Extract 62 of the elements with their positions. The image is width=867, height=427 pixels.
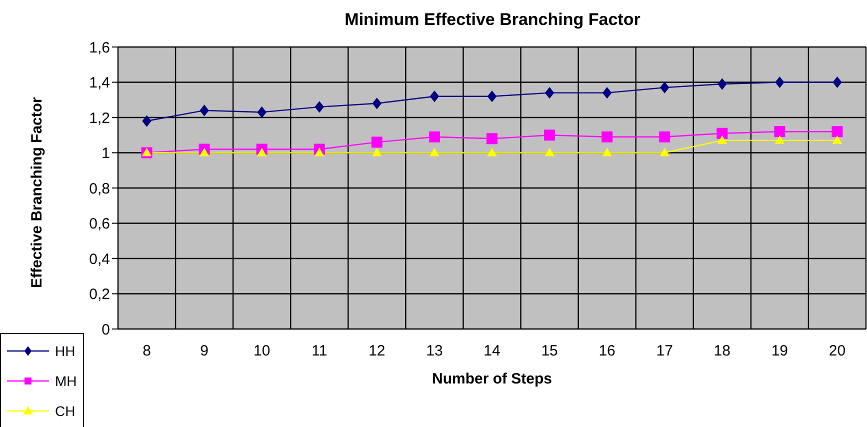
point bbox=[428, 131, 440, 142]
point bbox=[718, 78, 727, 90]
point bbox=[545, 87, 554, 98]
point bbox=[371, 136, 382, 148]
y-tick-label: 0,2 bbox=[89, 286, 110, 304]
point bbox=[832, 126, 843, 138]
x-tick-label: 10 bbox=[254, 342, 270, 360]
y-tick-label: 0,8 bbox=[89, 180, 110, 198]
point bbox=[314, 101, 324, 112]
point bbox=[430, 148, 439, 156]
point bbox=[372, 98, 382, 109]
x-tick-label: 17 bbox=[656, 342, 673, 360]
point bbox=[716, 128, 728, 139]
y-tick-label: 0,6 bbox=[89, 216, 110, 233]
point bbox=[660, 148, 670, 156]
x-tick-label: 18 bbox=[714, 342, 730, 360]
x-tick-label: 15 bbox=[541, 342, 558, 360]
point bbox=[372, 148, 382, 156]
legend-label: CH bbox=[55, 403, 76, 419]
y-tick-label: 0 bbox=[102, 321, 110, 338]
point bbox=[488, 90, 496, 102]
point bbox=[718, 136, 727, 144]
point bbox=[142, 116, 152, 127]
point bbox=[775, 76, 784, 88]
point bbox=[486, 133, 498, 144]
point bbox=[602, 131, 613, 142]
point bbox=[832, 136, 842, 144]
x-tick-label: 19 bbox=[771, 342, 788, 360]
y-tick-label: 1,2 bbox=[89, 110, 110, 127]
y-tick-label: 1,4 bbox=[89, 74, 110, 92]
y-tick-label: 1,6 bbox=[89, 39, 110, 56]
y-tick-label: 0,4 bbox=[89, 250, 110, 268]
point bbox=[602, 87, 612, 98]
x-tick-label: 12 bbox=[368, 342, 386, 360]
point bbox=[602, 148, 612, 156]
point bbox=[488, 148, 496, 156]
x-tick-label: 13 bbox=[426, 342, 443, 360]
y-tick-label: 1 bbox=[102, 145, 110, 162]
point bbox=[545, 148, 554, 156]
point bbox=[200, 104, 209, 116]
point bbox=[257, 148, 266, 156]
point bbox=[430, 90, 439, 102]
x-tick-label: 9 bbox=[200, 342, 208, 360]
point bbox=[200, 148, 209, 156]
x-tick-label: 20 bbox=[828, 342, 846, 360]
point bbox=[257, 106, 266, 118]
x-tick-label: 16 bbox=[598, 342, 616, 360]
point bbox=[314, 148, 324, 156]
legend-label: MH bbox=[55, 373, 77, 389]
point bbox=[660, 82, 670, 94]
x-tick-label: 14 bbox=[484, 342, 500, 360]
x-tick-label: 11 bbox=[312, 342, 328, 360]
point bbox=[775, 136, 784, 144]
x-axis-title: Number of Steps bbox=[432, 370, 552, 388]
point bbox=[832, 76, 842, 88]
legend-label: HH bbox=[55, 343, 76, 359]
x-tick-label: 8 bbox=[142, 342, 151, 360]
y-axis-title: Effective Branching Factor bbox=[28, 96, 46, 288]
point bbox=[774, 126, 786, 138]
chart-title: Minimum Effective Branching Factor bbox=[344, 10, 642, 30]
point bbox=[544, 130, 556, 141]
point bbox=[659, 131, 670, 142]
